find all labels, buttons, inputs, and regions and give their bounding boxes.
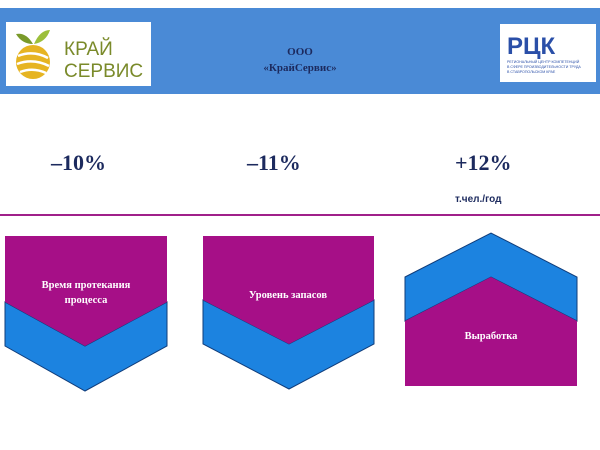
logo-line2: СЕРВИС bbox=[64, 61, 143, 82]
metric-output: +12% bbox=[455, 150, 512, 175]
divider-line bbox=[0, 214, 600, 216]
card-process-time-label: Время протекания процесса bbox=[41, 280, 131, 306]
company-name: ООО «КрайСервис» bbox=[200, 44, 400, 76]
card-inventory bbox=[202, 236, 375, 390]
card-process-time bbox=[4, 236, 168, 392]
rck-caption-line1: РЕГИОНАЛЬНЫЙ ЦЕНТР КОМПЕТЕНЦИЙ bbox=[507, 60, 580, 64]
kraiservis-logo: КРАЙ СЕРВИС bbox=[6, 22, 151, 86]
metric-process-time: –10% bbox=[51, 150, 106, 175]
metric-inventory: –11% bbox=[247, 150, 301, 175]
kraiservis-emblem-icon: КРАЙ СЕРВИС bbox=[16, 30, 143, 82]
logo-line1: КРАЙ bbox=[64, 38, 113, 60]
card-output-label: Выработка bbox=[464, 331, 518, 342]
rck-caption-line2: В СФЕРЕ ПРОИЗВОДИТЕЛЬНОСТИ ТРУДА bbox=[507, 65, 581, 69]
rck-caption-line3: В СТАВРОПОЛЬСКОМ КРАЕ bbox=[507, 70, 556, 74]
metric-output-unit: т.чел./год bbox=[455, 194, 502, 205]
card-output bbox=[404, 232, 578, 386]
rck-mark: РЦК bbox=[507, 33, 556, 60]
rck-logo: РЦК РЕГИОНАЛЬНЫЙ ЦЕНТР КОМПЕТЕНЦИЙ В СФЕ… bbox=[500, 24, 596, 82]
company-type: ООО bbox=[287, 46, 313, 58]
company-title: «КрайСервис» bbox=[263, 62, 337, 74]
card-inventory-label: Уровень запасов bbox=[248, 290, 328, 301]
